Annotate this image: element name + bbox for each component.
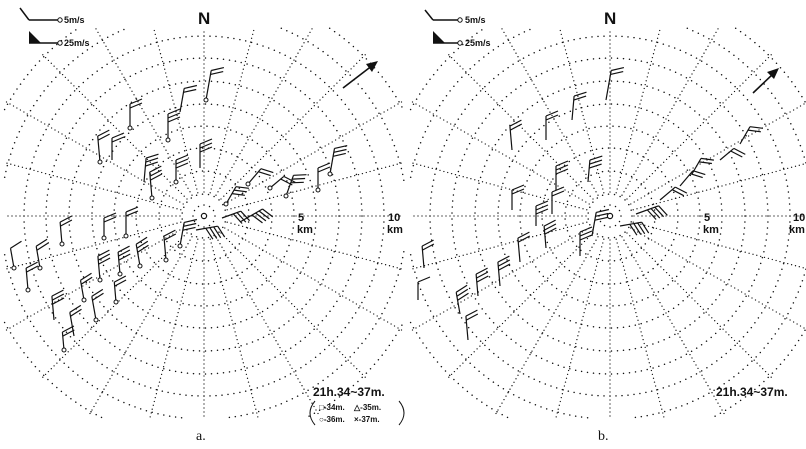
legend-label-5ms: 5m/s (465, 15, 486, 25)
barb-25ms-symbol (29, 31, 63, 46)
range-unit-10: km (387, 224, 403, 236)
range-label-5: 5 (704, 212, 710, 224)
symbol-key-34m: □-34m. (319, 403, 345, 412)
motion-arrow (342, 61, 378, 89)
symbol-key: □-34m. △-35m. ○-36m. ×-37m. (309, 400, 405, 426)
speed-legend: 5m/s 25m/s (19, 7, 90, 48)
symbol-key-37m: ×-37m. (354, 415, 380, 424)
time-label: 21h.34~37m. (716, 385, 788, 399)
symbol-key-36m: ○-36m. (319, 415, 345, 424)
barb-25ms-symbol (433, 31, 463, 46)
wind-barbs (9, 67, 348, 353)
range-label-10: 10 (793, 212, 805, 224)
panel-caption: a. (196, 429, 206, 444)
north-label: N (604, 9, 616, 28)
legend-label-25ms: 25m/s (64, 38, 90, 48)
legend-label-5ms: 5m/s (64, 15, 85, 25)
motion-arrow (752, 68, 779, 94)
panel-b: 5m/s 25m/s N 5 km 10 km 21h.34~37m. b. (409, 9, 806, 444)
symbol-key-35m: △-35m. (353, 403, 381, 412)
range-label-10: 10 (388, 212, 400, 224)
legend-label-25ms: 25m/s (465, 38, 491, 48)
wind-barbs (417, 67, 763, 341)
speed-legend: 5m/s 25m/s (424, 9, 491, 48)
panel-a: 5m/s 25m/s N 5 km 10 km 21h.34~37m. □-34… (3, 7, 405, 444)
range-ring-grid (409, 27, 806, 419)
barb-5ms-symbol (424, 9, 463, 23)
range-unit-5: km (703, 224, 719, 236)
range-unit-5: km (297, 224, 313, 236)
time-label: 21h.34~37m. (313, 385, 385, 399)
panel-caption: b. (598, 429, 609, 444)
range-unit-10: km (789, 224, 805, 236)
north-label: N (198, 9, 210, 28)
barb-5ms-symbol (19, 7, 63, 23)
range-label-5: 5 (298, 212, 304, 224)
